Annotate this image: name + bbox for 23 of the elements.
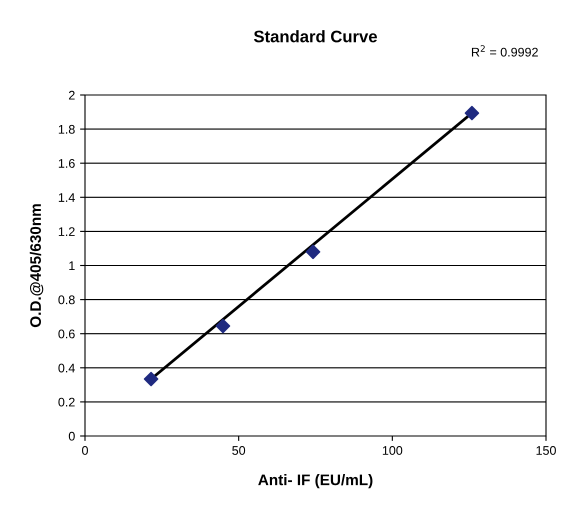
point <box>144 372 158 386</box>
x-tick-label: 100 <box>382 446 402 455</box>
x-axis-title: Anti- IF (EU/mL) <box>258 474 372 488</box>
x-tick-label: 50 <box>232 446 246 455</box>
point <box>464 106 480 120</box>
text: R$^{2}$ = 0.9992 <box>472 45 538 57</box>
y-tick-label: 0.4 <box>58 364 75 372</box>
y-tick-label: 1.8 <box>58 124 75 134</box>
y-tick-label: 1.6 <box>58 159 75 168</box>
y-tick-label: 1.2 <box>58 227 75 236</box>
point <box>216 318 230 334</box>
y-tick-label: 0.6 <box>58 330 75 338</box>
y-axis-title: O.D.@405/630nm <box>30 204 44 328</box>
y-tick-label: 1.4 <box>58 193 75 202</box>
y-tick-label: 0.8 <box>58 295 75 304</box>
chart-title: Standard Curve <box>254 30 377 42</box>
y-tick-label: 0 <box>68 432 75 441</box>
x-tick-label: 0 <box>82 446 88 455</box>
point <box>306 244 320 260</box>
y-tick-label: 1 <box>69 261 75 270</box>
y-tick-label: 2 <box>68 90 75 100</box>
x-tick-label: 150 <box>536 446 556 455</box>
y-tick-label: 0.2 <box>58 398 75 407</box>
